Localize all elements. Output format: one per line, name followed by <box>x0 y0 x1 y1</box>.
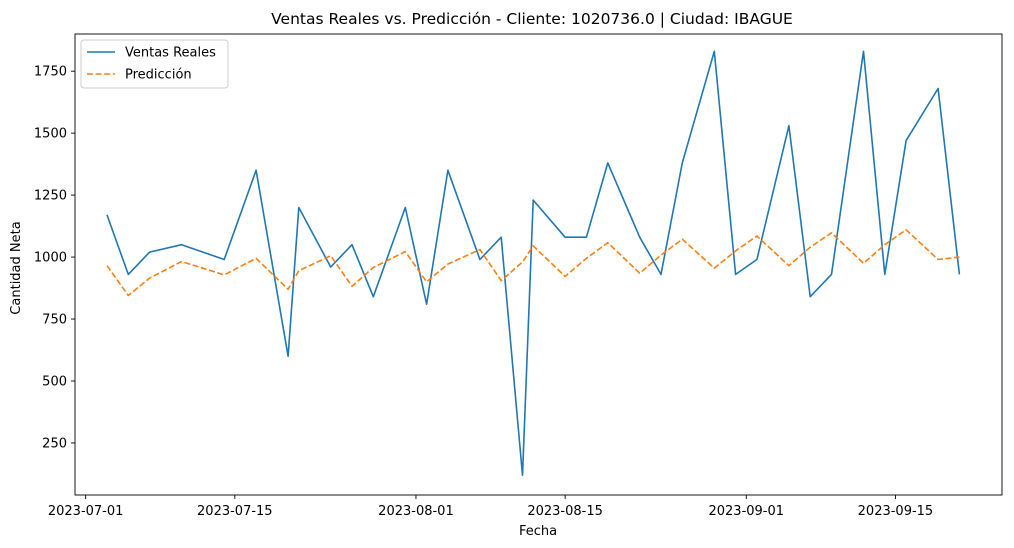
y-tick-label: 750 <box>42 313 67 328</box>
legend-box <box>80 39 229 89</box>
legend: Ventas Reales Predicción <box>80 39 229 89</box>
y-tick-label: 1500 <box>34 127 67 142</box>
x-axis: 2023-07-01 2023-07-15 2023-08-01 2023-08-15… <box>48 495 933 519</box>
x-tick-label: 2023-07-15 <box>197 504 273 519</box>
chart-title: Ventas Reales vs. Predicción - Cliente: … <box>271 10 793 28</box>
plot-frame <box>74 33 1003 496</box>
y-tick-label: 500 <box>42 374 67 389</box>
y-tick-label: 1750 <box>34 65 67 80</box>
series-line-prediccion <box>106 229 960 297</box>
x-tick-label: 2023-07-01 <box>48 504 124 519</box>
x-tick-label: 2023-09-01 <box>708 504 784 519</box>
x-tick-label: 2023-08-15 <box>527 504 603 519</box>
x-axis-label: Fecha <box>519 524 557 539</box>
legend-label: Predicción <box>125 68 192 83</box>
series-line-ventas-reales <box>106 50 961 477</box>
y-tick-label: 250 <box>42 436 67 451</box>
y-axis-label: Cantidad Neta <box>9 221 24 314</box>
y-tick-label: 1000 <box>34 251 67 266</box>
y-tick-label: 1250 <box>34 189 67 204</box>
x-tick-label: 2023-08-01 <box>378 504 454 519</box>
series-layer <box>106 50 961 477</box>
x-tick-label: 2023-09-15 <box>858 504 934 519</box>
y-axis: 250 500 750 1000 1250 1500 1750 <box>34 65 75 451</box>
legend-label: Ventas Reales <box>125 46 216 61</box>
